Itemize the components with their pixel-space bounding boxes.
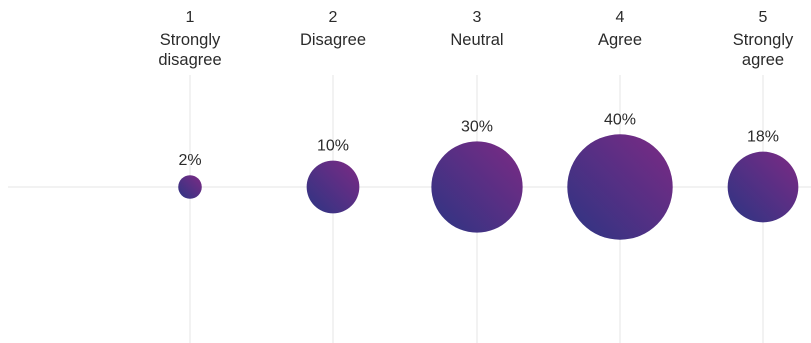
category-label: Disagree bbox=[300, 31, 366, 49]
category-label: Strongly bbox=[733, 31, 794, 49]
category-number: 5 bbox=[759, 9, 768, 26]
category-number: 4 bbox=[616, 9, 625, 26]
category-label: agree bbox=[742, 51, 784, 69]
bubbles bbox=[178, 134, 799, 240]
data-label: 30% bbox=[461, 118, 493, 135]
category-label: Strongly bbox=[160, 31, 221, 49]
bubble bbox=[431, 141, 523, 233]
data-label: 18% bbox=[747, 129, 779, 146]
bubble bbox=[727, 151, 799, 223]
bubble bbox=[178, 175, 202, 199]
category-number: 2 bbox=[329, 9, 338, 26]
data-label: 10% bbox=[317, 138, 349, 155]
category-number: 3 bbox=[473, 9, 482, 26]
category-label: Neutral bbox=[450, 31, 503, 49]
category-label: Agree bbox=[598, 31, 642, 49]
labels: 1 Strongly disagree 2% 2 Disagree 10% 3 Neutral 3… bbox=[158, 9, 794, 169]
category-label: disagree bbox=[158, 51, 221, 69]
bubble bbox=[567, 134, 673, 240]
data-label: 40% bbox=[604, 111, 636, 128]
bubble bbox=[306, 160, 360, 214]
grid-lines bbox=[8, 75, 811, 343]
category-number: 1 bbox=[186, 9, 195, 26]
data-label: 2% bbox=[178, 152, 201, 169]
